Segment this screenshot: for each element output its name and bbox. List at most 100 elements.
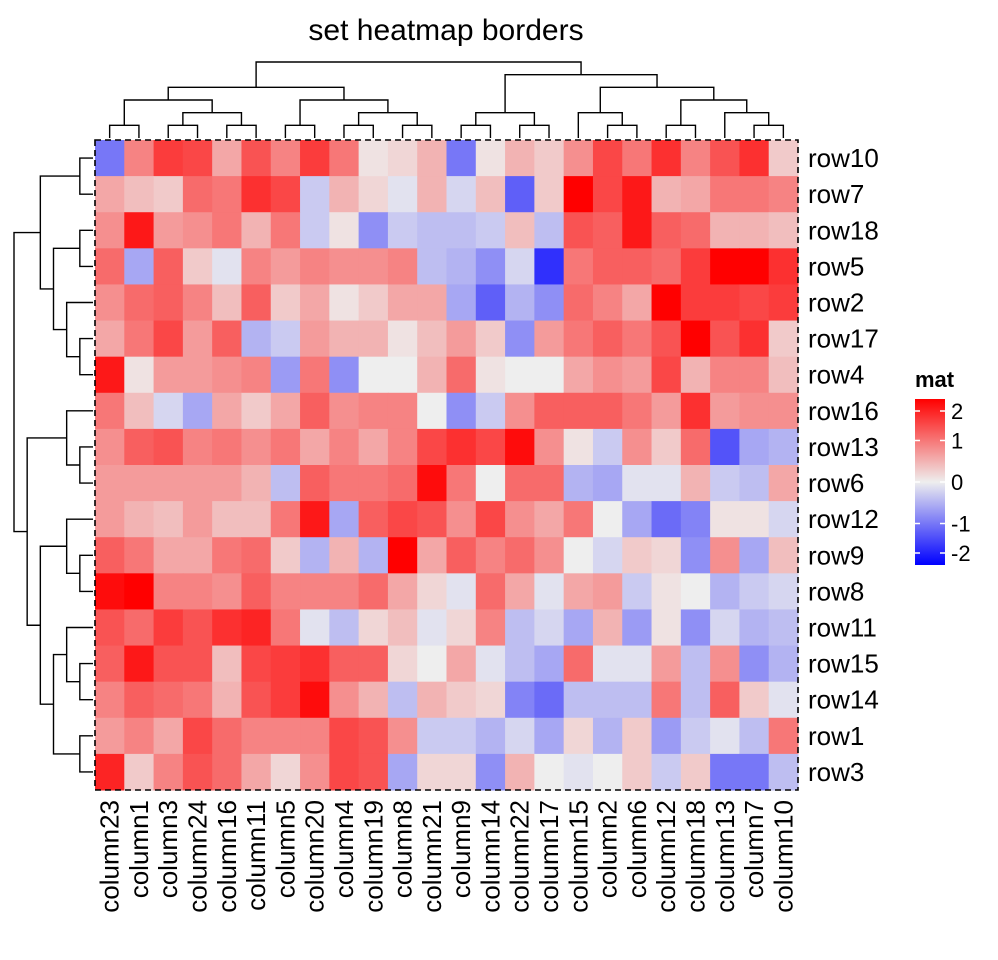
heatmap-cell <box>563 573 594 610</box>
dendrogram-branch <box>79 554 93 593</box>
heatmap-cell <box>153 645 184 683</box>
heatmap-cell <box>387 176 418 213</box>
dendrogram-branch <box>65 301 93 358</box>
heatmap-cell <box>300 609 330 647</box>
row-label: row18 <box>808 215 879 245</box>
heatmap-cell <box>358 248 389 285</box>
heatmap-cell <box>680 573 711 610</box>
heatmap-cell <box>534 573 565 610</box>
heatmap-cell <box>680 212 711 249</box>
heatmap-cell <box>622 284 653 322</box>
heatmap-cell <box>505 573 535 610</box>
heatmap-cell <box>417 573 447 610</box>
heatmap-cell <box>182 465 213 502</box>
heatmap-cell <box>95 681 125 719</box>
heatmap-cell <box>212 212 242 249</box>
heatmap-cell <box>241 465 272 502</box>
heatmap-cell <box>212 465 242 502</box>
dendrogram-branch <box>79 337 93 376</box>
heatmap-cell <box>739 356 770 394</box>
heatmap-cell <box>212 140 242 177</box>
heatmap-cell <box>563 248 594 285</box>
row-label: row11 <box>808 613 877 643</box>
column-label: column9 <box>446 800 476 898</box>
heatmap-cell <box>651 753 682 791</box>
heatmap-cell <box>182 609 213 647</box>
heatmap-cell <box>710 573 740 610</box>
heatmap-cell <box>446 501 477 538</box>
heatmap-cell <box>300 537 330 574</box>
heatmap-cell <box>387 573 418 610</box>
heatmap-cell <box>768 212 799 249</box>
heatmap-cell <box>358 681 389 719</box>
heatmap-cell <box>446 392 477 430</box>
heatmap-cell <box>329 609 360 647</box>
heatmap-cell <box>387 501 418 538</box>
heatmap-cell <box>534 465 565 502</box>
heatmap-cell <box>622 501 653 538</box>
heatmap-cell <box>475 320 506 358</box>
heatmap-cell <box>651 573 682 610</box>
heatmap-cell <box>270 392 301 430</box>
heatmap-cell <box>622 176 653 213</box>
heatmap-cell <box>270 501 301 538</box>
heatmap-cell <box>300 717 330 755</box>
column-label: column6 <box>622 800 652 898</box>
heatmap-cell <box>592 501 623 538</box>
dendrogram-branch <box>460 124 492 138</box>
heatmap-cell <box>270 356 301 394</box>
dendrogram-branch <box>401 124 433 138</box>
dendrogram-branch <box>753 124 785 138</box>
heatmap-cell <box>124 248 155 285</box>
heatmap-cell <box>592 537 623 574</box>
heatmap-cell <box>358 753 389 791</box>
column-labels: column23 column1 column3 column24 column16 co… <box>95 800 799 913</box>
heatmap-cell <box>95 320 125 358</box>
heatmap-cell <box>358 609 389 647</box>
heatmap-cell <box>153 356 184 394</box>
heatmap-cell <box>300 573 330 610</box>
heatmap-cell <box>124 753 155 791</box>
heatmap-cell <box>592 645 623 683</box>
heatmap-cell <box>182 248 213 285</box>
heatmap-cell <box>417 501 447 538</box>
heatmap-cell <box>124 609 155 647</box>
heatmap-cell <box>124 428 155 466</box>
dendrogram-branch <box>606 124 638 138</box>
heatmap-cell <box>417 537 447 574</box>
heatmap-cell <box>505 140 535 177</box>
heatmap-cell <box>446 176 477 213</box>
dendrogram-branch <box>475 111 536 126</box>
heatmap-cell <box>592 284 623 322</box>
legend-tick-label: 1 <box>951 429 963 454</box>
heatmap-cell <box>241 212 272 249</box>
heatmap-cell <box>270 645 301 683</box>
heatmap-cell <box>300 356 330 394</box>
dendrogram-branch <box>65 410 93 466</box>
dendrogram-branch <box>577 111 623 138</box>
heatmap-cell <box>534 501 565 538</box>
heatmap-cell <box>563 320 594 358</box>
heatmap-cell <box>739 320 770 358</box>
heatmap-cell <box>212 392 242 430</box>
heatmap-cell <box>651 645 682 683</box>
column-label: column2 <box>593 800 623 898</box>
heatmap-cell <box>651 176 682 213</box>
heatmap-cell <box>680 248 711 285</box>
dendrogram-branch <box>65 626 93 683</box>
heatmap-cell <box>446 573 477 610</box>
column-label: column24 <box>183 800 213 913</box>
heatmap-cell <box>95 284 125 322</box>
heatmap-cell <box>563 428 594 466</box>
heatmap-cell <box>534 176 565 213</box>
heatmap-cell <box>768 248 799 285</box>
column-label: column18 <box>680 800 710 913</box>
row-label: row14 <box>808 685 879 715</box>
heatmap-cell <box>680 501 711 538</box>
heatmap-cell <box>387 392 418 430</box>
row-label: row5 <box>808 251 864 281</box>
heatmap-cell <box>505 248 535 285</box>
heatmap-cell <box>270 428 301 466</box>
row-label: row17 <box>808 324 879 354</box>
heatmap-cell <box>270 537 301 574</box>
